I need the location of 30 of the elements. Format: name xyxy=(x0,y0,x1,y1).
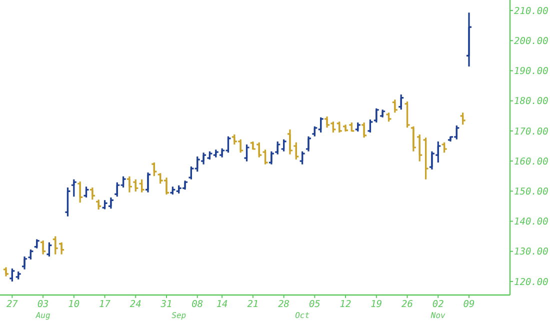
text: Sep xyxy=(172,311,186,320)
y-tick-label: 140.00 xyxy=(514,216,549,228)
x-tick-label: 24 xyxy=(130,299,142,310)
y-tick-label: 180.00 xyxy=(514,96,549,108)
text: Aug xyxy=(34,311,50,320)
x-tick-label: 31 xyxy=(160,299,172,310)
x-tick-label: 10 xyxy=(68,299,80,310)
text: Nov xyxy=(430,311,446,320)
x-tick-label: 21 xyxy=(247,299,259,310)
x-tick-label: 19 xyxy=(370,299,382,310)
x-tick-label: 09 xyxy=(463,299,475,310)
y-tick-label: 190.00 xyxy=(514,66,549,78)
x-tick-label: 27 xyxy=(6,299,18,310)
x-tick-label: 05 xyxy=(308,299,321,310)
x-tick-label: 03 xyxy=(37,299,50,310)
text: Oct xyxy=(295,311,310,320)
y-tick-label: 130.00 xyxy=(514,246,549,258)
y-tick-label: 200.00 xyxy=(514,36,549,47)
x-tick-label: 28 xyxy=(278,299,290,310)
x-tick-label: 12 xyxy=(340,299,352,310)
y-tick-label: 210.00 xyxy=(514,6,549,17)
y-tick-label: 120.00 xyxy=(514,276,549,288)
y-tick-label: 170.00 xyxy=(514,126,549,138)
y-tick-label: 160.00 xyxy=(514,156,549,168)
x-tick-label: 14 xyxy=(216,299,228,310)
x-tick-label: 17 xyxy=(99,299,111,310)
x-tick-label: 08 xyxy=(192,299,204,310)
x-tick-label: 02 xyxy=(432,299,444,310)
x-tick-label: 26 xyxy=(402,299,414,310)
y-tick-label: 150.00 xyxy=(514,186,549,198)
